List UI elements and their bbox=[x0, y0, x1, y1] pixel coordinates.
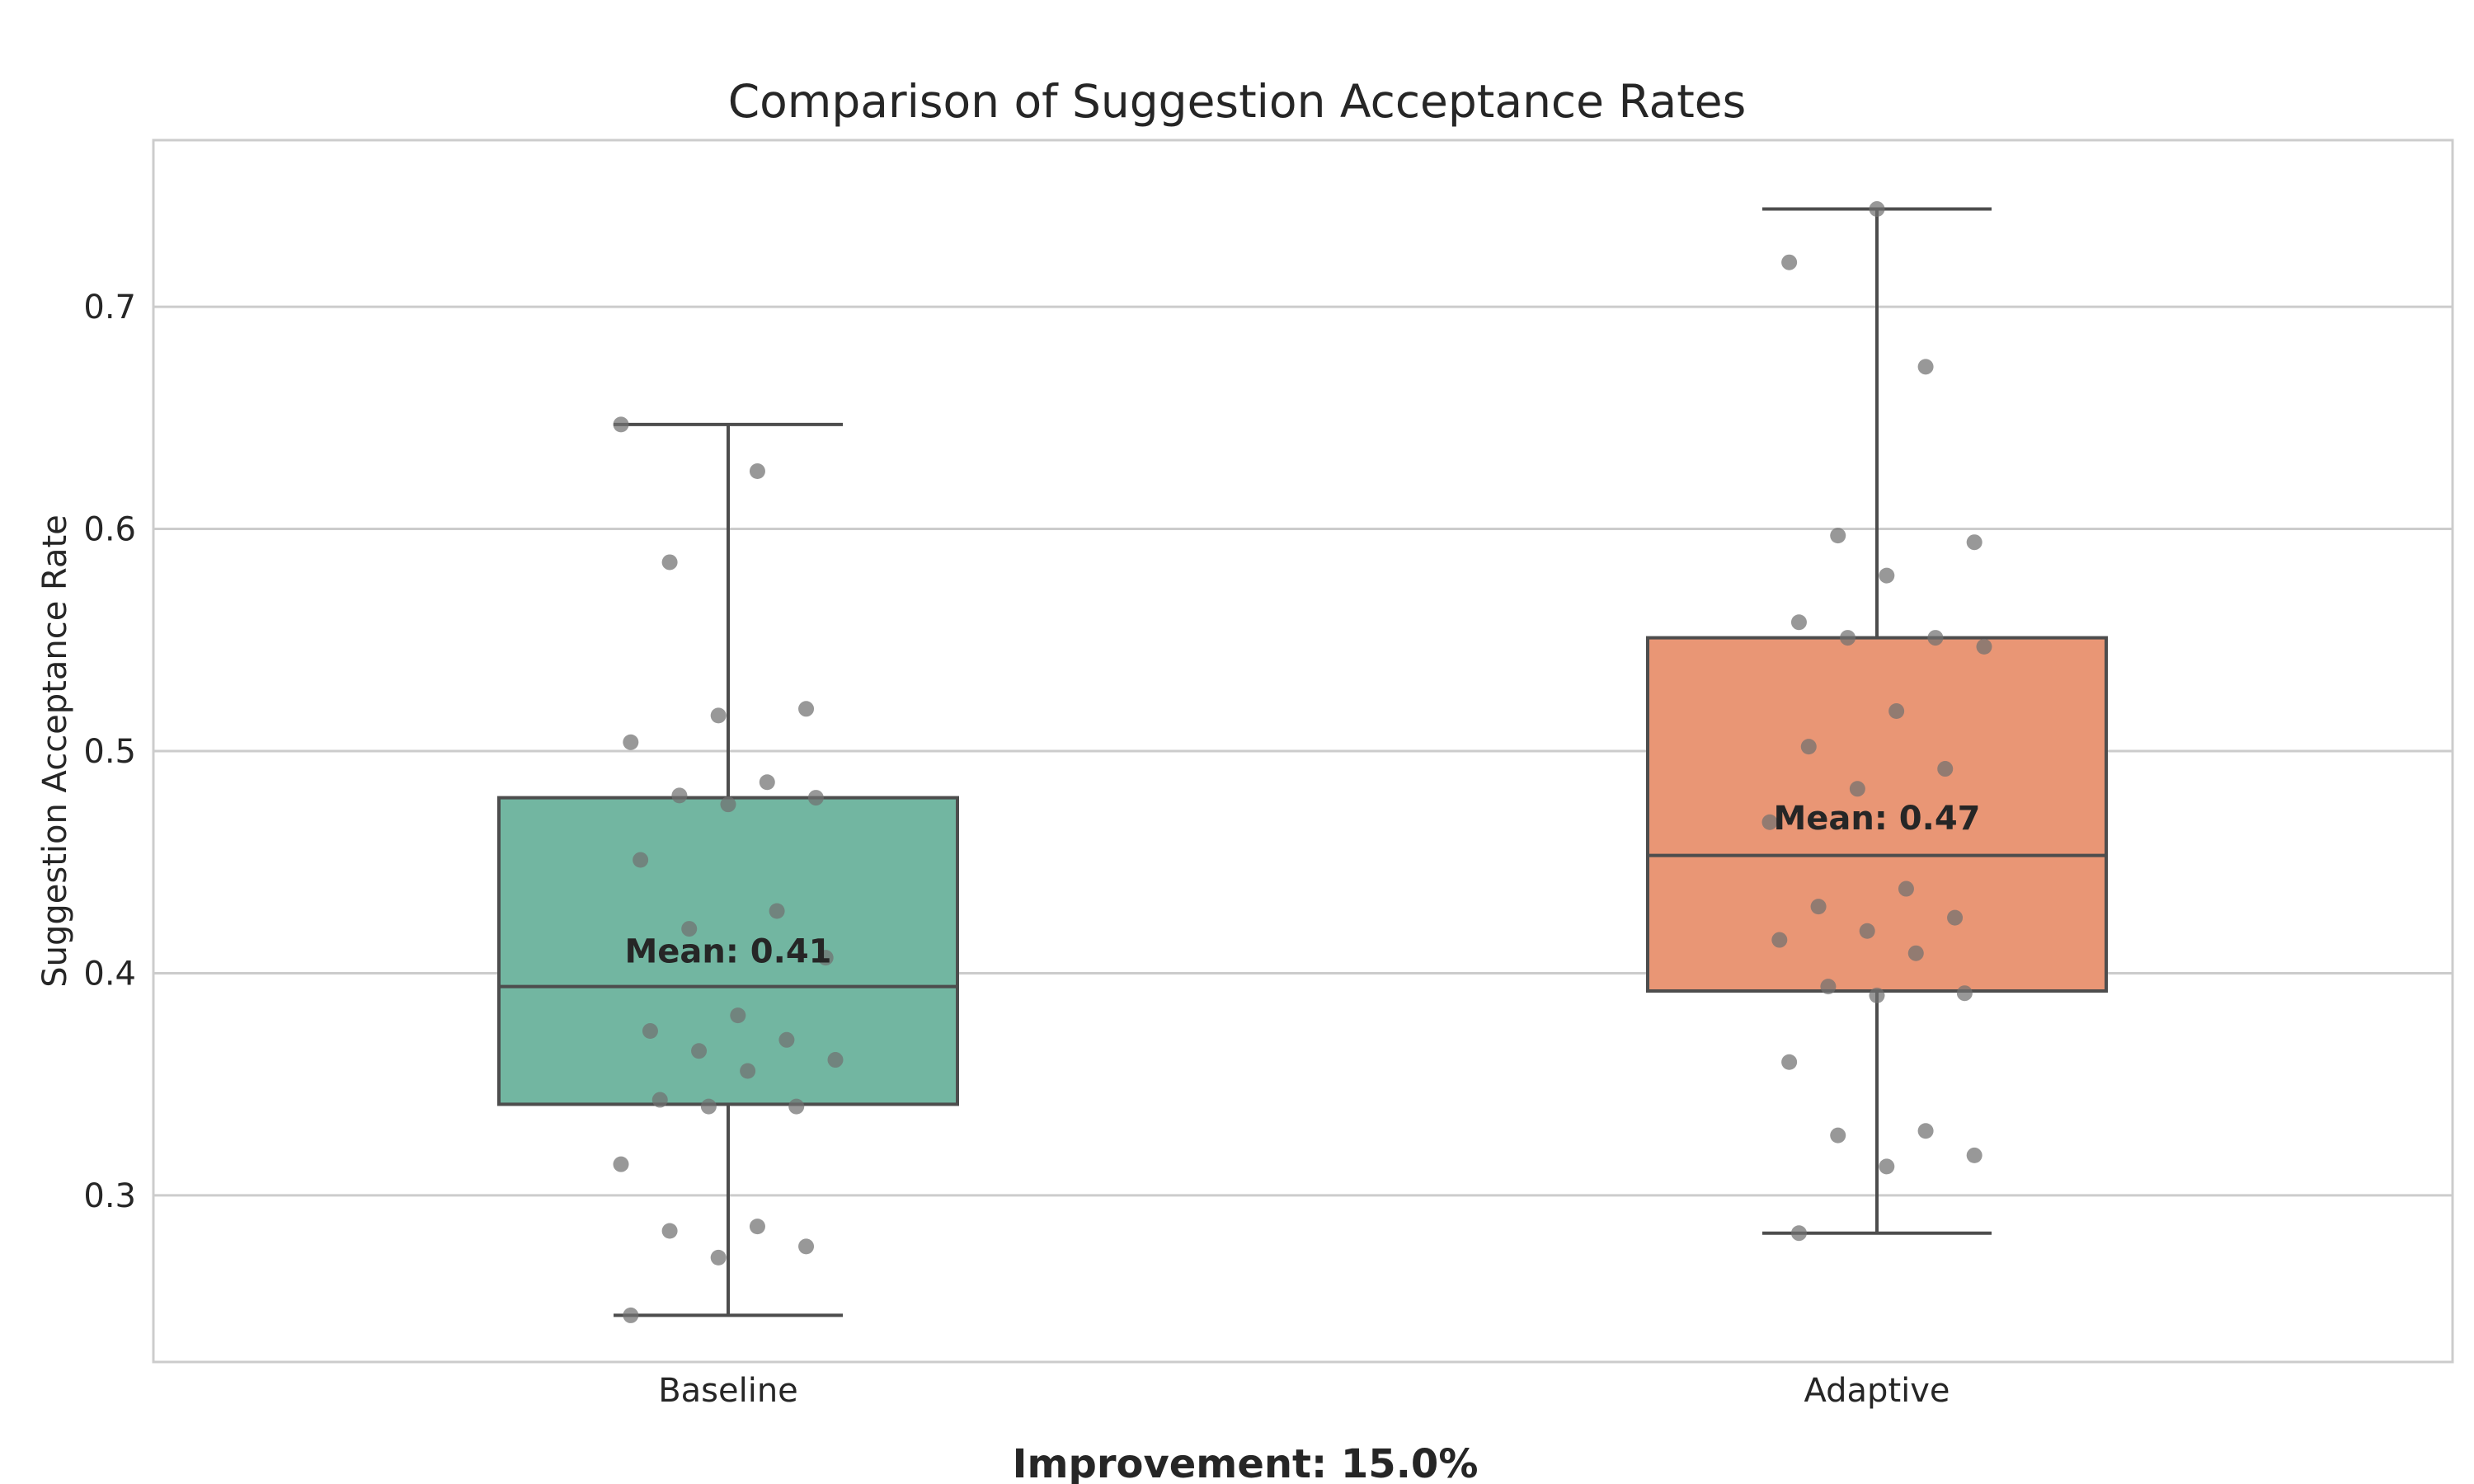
data-point bbox=[710, 1249, 727, 1266]
data-point bbox=[1917, 1123, 1934, 1139]
data-point bbox=[613, 416, 629, 433]
data-point bbox=[1790, 614, 1807, 631]
data-point bbox=[1820, 979, 1837, 995]
mean-labels: Mean: 0.41 Mean: 0.47 bbox=[624, 800, 1980, 971]
data-point bbox=[1898, 881, 1914, 897]
box-baseline bbox=[497, 422, 959, 1317]
data-point bbox=[1966, 534, 1982, 551]
data-point bbox=[720, 796, 736, 813]
data-point bbox=[1849, 781, 1865, 797]
data-point bbox=[1800, 739, 1817, 755]
data-point bbox=[807, 790, 824, 806]
x-tick-label: Baseline bbox=[658, 1372, 798, 1410]
data-point bbox=[1927, 630, 1944, 646]
data-point bbox=[1830, 1127, 1846, 1144]
data-point bbox=[788, 1098, 805, 1115]
data-point bbox=[651, 1092, 668, 1108]
data-point bbox=[1810, 899, 1827, 915]
data-point bbox=[661, 554, 678, 571]
data-point bbox=[623, 1307, 639, 1323]
data-point bbox=[1790, 1225, 1807, 1242]
data-point bbox=[817, 950, 834, 966]
plot-frame bbox=[152, 139, 2454, 1364]
data-point bbox=[730, 1007, 746, 1024]
data-point bbox=[749, 1219, 765, 1235]
data-point bbox=[1966, 1147, 1982, 1163]
mean-label: Mean: 0.41 bbox=[624, 933, 831, 971]
y-axis-label: Suggestion Acceptance Rate bbox=[36, 514, 74, 988]
data-point bbox=[759, 774, 775, 791]
data-point bbox=[1781, 254, 1798, 270]
data-point bbox=[1761, 814, 1778, 830]
data-point bbox=[1907, 945, 1924, 961]
data-point bbox=[710, 707, 727, 724]
data-point bbox=[681, 921, 698, 937]
data-point bbox=[1781, 1054, 1798, 1070]
data-point bbox=[671, 787, 688, 804]
boxes bbox=[497, 207, 2108, 1317]
data-point bbox=[642, 1023, 658, 1040]
data-point bbox=[769, 903, 785, 919]
y-tick-labels: 0.3 0.4 0.5 0.6 0.7 bbox=[83, 289, 136, 1215]
chart-title: Comparison of Suggestion Acceptance Rate… bbox=[728, 75, 1747, 128]
data-point bbox=[1888, 702, 1905, 719]
data-point bbox=[623, 734, 639, 750]
data-point bbox=[1956, 985, 1973, 1002]
y-tick-label: 0.3 bbox=[83, 1177, 136, 1215]
y-tick-label: 0.5 bbox=[83, 733, 136, 771]
improvement-annotation: Improvement: 15.0% bbox=[1013, 1441, 1479, 1484]
data-point bbox=[1937, 761, 1954, 777]
data-point bbox=[1976, 638, 1992, 655]
y-tick-label: 0.4 bbox=[83, 955, 136, 993]
data-point bbox=[1879, 567, 1895, 584]
box-adaptive bbox=[1646, 207, 2108, 1235]
data-point bbox=[691, 1043, 708, 1059]
x-tick-label: Adaptive bbox=[1804, 1372, 1950, 1410]
data-point bbox=[1840, 630, 1856, 646]
data-point bbox=[1869, 201, 1885, 218]
y-tick-label: 0.6 bbox=[83, 511, 136, 549]
data-point bbox=[740, 1063, 756, 1079]
data-point bbox=[1879, 1158, 1895, 1175]
mean-label: Mean: 0.47 bbox=[1773, 800, 1980, 838]
data-point bbox=[1859, 923, 1875, 939]
data-point bbox=[661, 1223, 678, 1239]
data-points bbox=[613, 201, 1992, 1323]
data-point bbox=[798, 1238, 815, 1255]
data-point bbox=[1830, 528, 1846, 544]
iqr-box bbox=[497, 796, 959, 1106]
data-point bbox=[1917, 359, 1934, 375]
x-tick-labels: Baseline Adaptive bbox=[658, 1372, 1950, 1410]
iqr-box bbox=[1646, 636, 2108, 993]
data-point bbox=[827, 1052, 844, 1068]
data-point bbox=[700, 1098, 717, 1115]
data-point bbox=[1771, 932, 1788, 948]
y-tick-label: 0.7 bbox=[83, 289, 136, 326]
data-point bbox=[778, 1031, 795, 1048]
data-point bbox=[633, 852, 649, 868]
data-point bbox=[798, 701, 815, 717]
data-point bbox=[1869, 987, 1885, 1003]
data-point bbox=[1947, 909, 1964, 926]
data-point bbox=[749, 463, 765, 479]
data-point bbox=[613, 1156, 629, 1172]
